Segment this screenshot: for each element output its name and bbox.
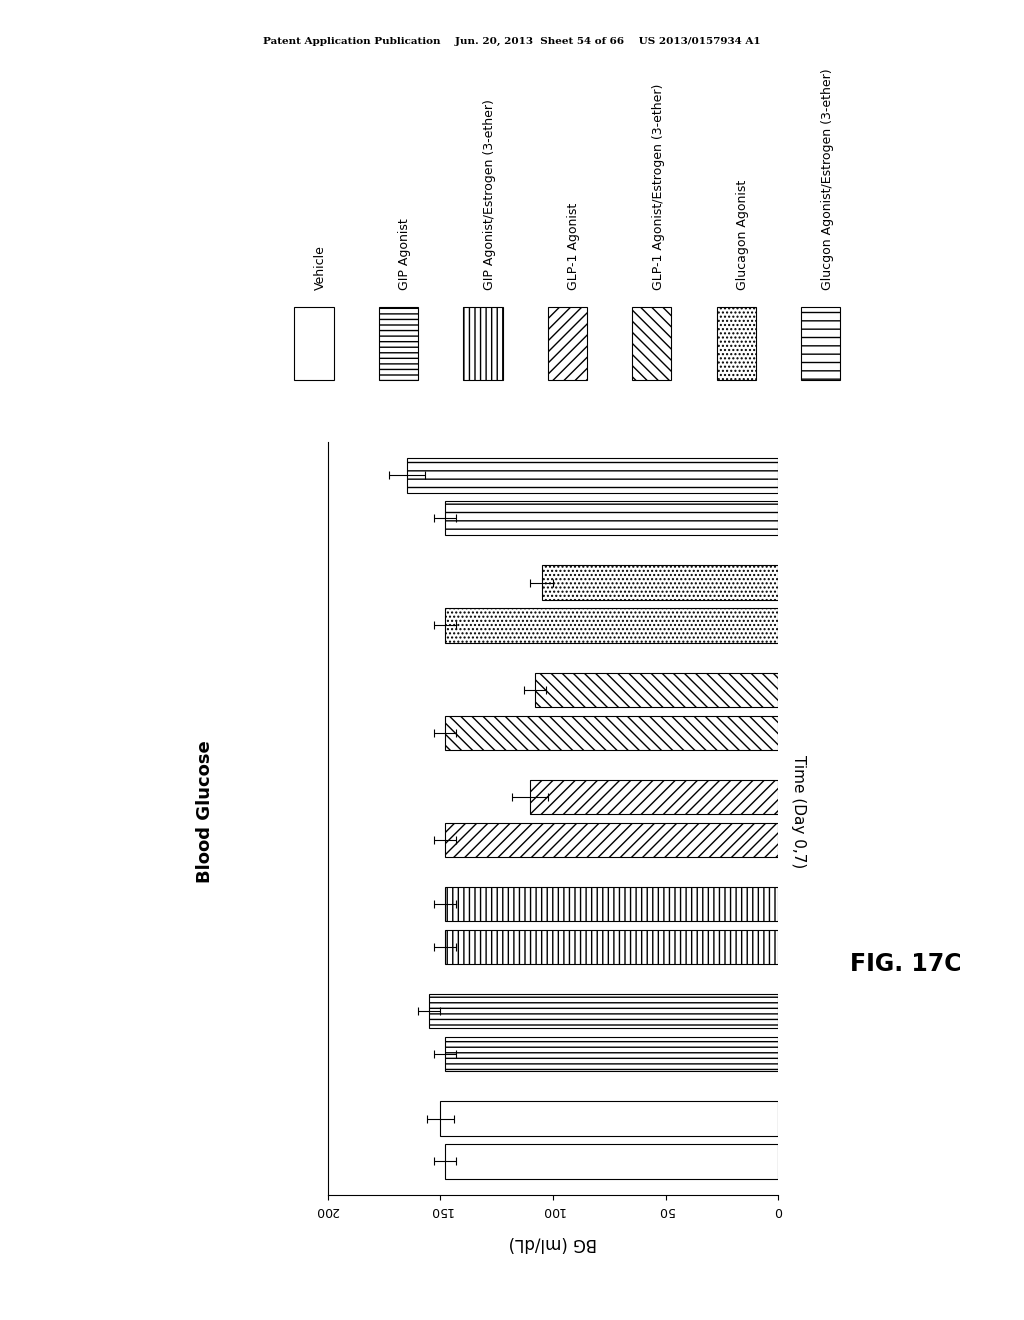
Bar <box>379 308 418 380</box>
Bar <box>530 780 778 814</box>
Bar <box>444 1038 778 1072</box>
Text: GIP Agonist/Estrogen (3-ether): GIP Agonist/Estrogen (3-ether) <box>483 99 496 290</box>
Text: Patent Application Publication    Jun. 20, 2013  Sheet 54 of 66    US 2013/01579: Patent Application Publication Jun. 20, … <box>263 37 761 46</box>
Bar <box>444 1144 778 1179</box>
Bar <box>444 609 778 643</box>
Bar <box>429 994 778 1028</box>
Text: FIG. 17C: FIG. 17C <box>850 952 962 975</box>
Bar <box>444 822 778 857</box>
Bar <box>444 502 778 536</box>
Bar <box>407 458 778 492</box>
Text: Glucagon Agonist: Glucagon Agonist <box>736 180 750 290</box>
Bar <box>444 887 778 921</box>
Text: GIP Agonist: GIP Agonist <box>398 219 412 290</box>
Text: GLP-1 Agonist: GLP-1 Agonist <box>567 203 581 290</box>
Text: Vehicle: Vehicle <box>313 246 327 290</box>
Bar <box>535 673 778 708</box>
Text: Time (Day 0,7): Time (Day 0,7) <box>792 755 806 869</box>
Bar <box>542 565 778 599</box>
Bar <box>548 308 587 380</box>
X-axis label: BG (ml/dL): BG (ml/dL) <box>509 1234 597 1251</box>
Bar <box>444 715 778 750</box>
Text: GLP-1 Agonist/Estrogen (3-ether): GLP-1 Agonist/Estrogen (3-ether) <box>652 84 665 290</box>
Bar <box>440 1101 778 1135</box>
Bar <box>632 308 672 380</box>
Bar <box>717 308 756 380</box>
Bar <box>444 929 778 964</box>
Text: Blood Glucose: Blood Glucose <box>196 741 214 883</box>
Bar <box>463 308 503 380</box>
Bar <box>801 308 841 380</box>
Bar <box>294 308 334 380</box>
Text: Glucgon Agonist/Estrogen (3-ether): Glucgon Agonist/Estrogen (3-ether) <box>821 69 834 290</box>
